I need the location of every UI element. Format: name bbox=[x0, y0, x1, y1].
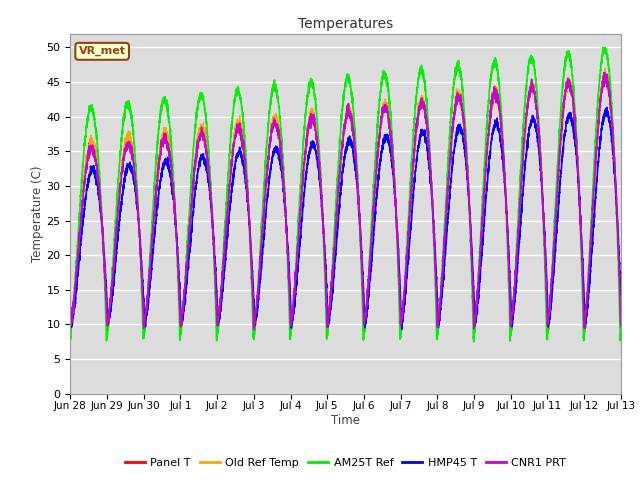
HMP45 T bbox=[500, 173, 508, 179]
HMP45 T bbox=[325, 316, 333, 322]
X-axis label: Time: Time bbox=[331, 414, 360, 427]
HMP45 T bbox=[398, 326, 406, 332]
CNR1 PRT bbox=[438, 270, 446, 276]
HMP45 T bbox=[617, 292, 625, 298]
CNR1 PRT bbox=[325, 309, 333, 315]
Y-axis label: Temperature (C): Temperature (C) bbox=[31, 165, 44, 262]
Panel T bbox=[500, 163, 508, 168]
Panel T bbox=[438, 270, 446, 276]
HMP45 T bbox=[438, 282, 446, 288]
Panel T bbox=[601, 71, 609, 77]
Old Ref Temp bbox=[166, 148, 173, 154]
HMP45 T bbox=[469, 273, 477, 278]
HMP45 T bbox=[616, 284, 624, 289]
Line: AM25T Ref: AM25T Ref bbox=[70, 48, 621, 342]
Line: Panel T: Panel T bbox=[70, 74, 621, 334]
Panel T bbox=[469, 286, 477, 291]
Old Ref Temp bbox=[469, 284, 477, 289]
AM25T Ref bbox=[67, 334, 74, 340]
Old Ref Temp bbox=[601, 66, 609, 72]
Panel T bbox=[325, 312, 333, 318]
Old Ref Temp bbox=[616, 306, 624, 312]
Line: CNR1 PRT: CNR1 PRT bbox=[70, 72, 621, 329]
AM25T Ref bbox=[166, 119, 173, 125]
CNR1 PRT bbox=[166, 153, 173, 159]
AM25T Ref bbox=[599, 45, 607, 50]
Panel T bbox=[166, 144, 173, 149]
Legend: Panel T, Old Ref Temp, AM25T Ref, HMP45 T, CNR1 PRT: Panel T, Old Ref Temp, AM25T Ref, HMP45 … bbox=[120, 453, 571, 472]
Line: Old Ref Temp: Old Ref Temp bbox=[70, 69, 621, 335]
Panel T bbox=[324, 331, 332, 336]
HMP45 T bbox=[603, 105, 611, 110]
Old Ref Temp bbox=[67, 319, 74, 325]
Panel T bbox=[67, 321, 74, 327]
Panel T bbox=[617, 325, 625, 331]
Panel T bbox=[616, 302, 624, 308]
HMP45 T bbox=[166, 166, 173, 171]
AM25T Ref bbox=[325, 316, 333, 322]
CNR1 PRT bbox=[500, 170, 508, 176]
CNR1 PRT bbox=[601, 70, 609, 75]
AM25T Ref bbox=[500, 156, 508, 162]
AM25T Ref bbox=[469, 312, 477, 318]
CNR1 PRT bbox=[617, 323, 625, 329]
Line: HMP45 T: HMP45 T bbox=[70, 108, 621, 329]
AM25T Ref bbox=[438, 262, 446, 268]
CNR1 PRT bbox=[469, 289, 477, 295]
CNR1 PRT bbox=[616, 307, 624, 313]
CNR1 PRT bbox=[67, 318, 74, 324]
Old Ref Temp bbox=[580, 332, 588, 338]
Old Ref Temp bbox=[325, 315, 333, 321]
AM25T Ref bbox=[617, 332, 625, 337]
Text: VR_met: VR_met bbox=[79, 46, 125, 57]
Old Ref Temp bbox=[438, 270, 446, 276]
AM25T Ref bbox=[616, 338, 624, 344]
Title: Temperatures: Temperatures bbox=[298, 17, 393, 31]
AM25T Ref bbox=[470, 339, 477, 345]
CNR1 PRT bbox=[250, 326, 257, 332]
Old Ref Temp bbox=[617, 324, 625, 330]
Old Ref Temp bbox=[500, 159, 508, 165]
HMP45 T bbox=[67, 308, 74, 313]
